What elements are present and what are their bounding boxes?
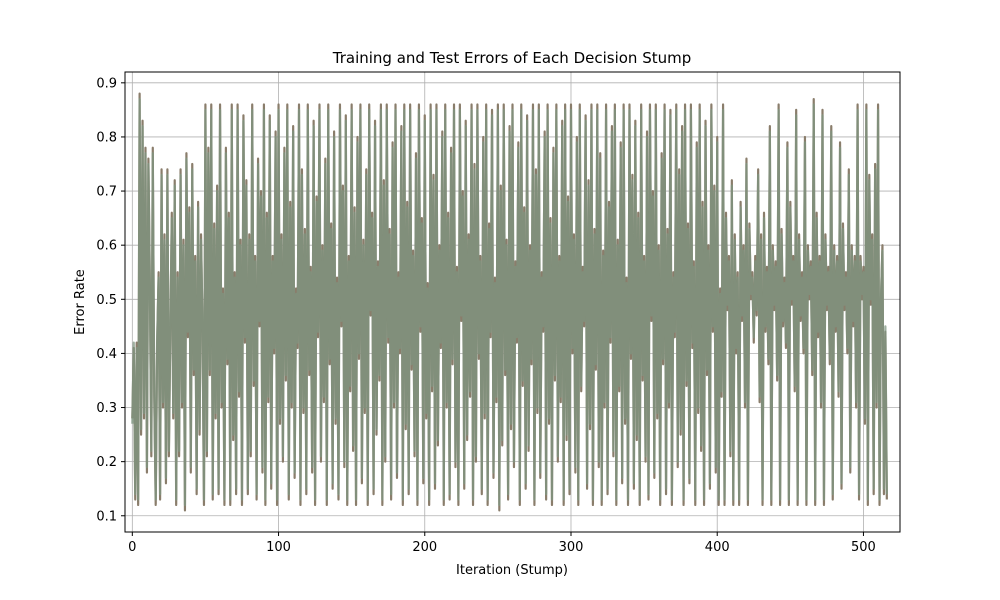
series-lines [131,92,888,512]
x-tick-label: 200 [412,540,437,555]
y-tick-label: 0.5 [96,293,117,308]
y-tick-label: 0.7 [96,185,117,200]
y-tick-label: 0.1 [96,509,117,524]
x-tick-label: 300 [559,540,584,555]
x-tick-label: 100 [266,540,291,555]
y-tick-label: 0.3 [96,401,117,416]
y-tick-label: 0.9 [96,76,117,91]
y-axis-label: Error Rate [73,269,88,335]
y-tick-label: 0.2 [96,455,117,470]
x-axis-label: Iteration (Stump) [456,563,568,578]
x-tick-label: 500 [851,540,876,555]
plot-frame [124,71,901,533]
x-axis-ticks: 0 100 200 300 400 500 [128,532,876,555]
x-tick-label: 400 [705,540,730,555]
test-error-line [131,97,888,507]
y-tick-label: 0.8 [96,130,117,145]
y-axis-ticks: 0.1 0.2 0.3 0.4 0.5 0.6 0.7 0.8 0.9 [96,76,125,524]
y-tick-label: 0.4 [96,347,117,362]
training-error-line [131,92,888,512]
y-tick-label: 0.6 [96,239,117,254]
chart-title: Training and Test Errors of Each Decisio… [332,49,691,67]
x-tick-label: 0 [128,540,136,555]
